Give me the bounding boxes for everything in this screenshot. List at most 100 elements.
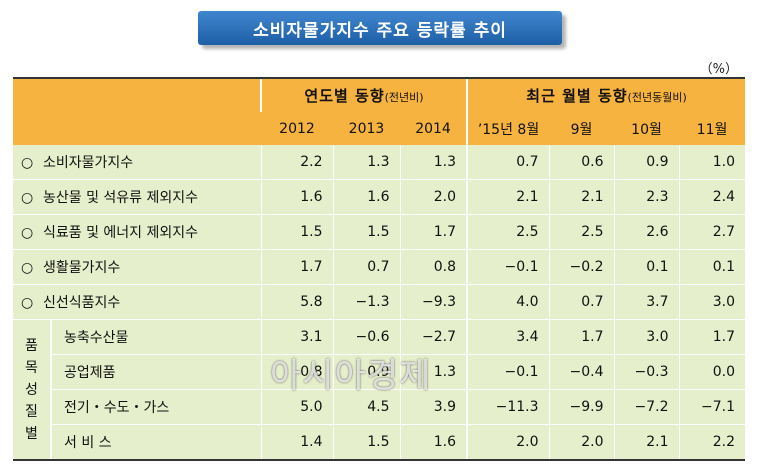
table-cell: 3.0: [678, 284, 746, 320]
bullet-icon: ○: [21, 155, 34, 171]
table-cell: 2.7: [678, 214, 746, 250]
table-cell: 0.6: [548, 145, 615, 180]
header-monthly: 최근 월별 동향(전년동월비): [466, 77, 746, 112]
table-cell: 2.2: [678, 424, 746, 461]
table-cell: 1.5: [260, 214, 333, 250]
table-cell: 0.9: [332, 354, 400, 390]
table-cell: 4.5: [332, 389, 400, 425]
table-row: 서 비 스 1.4 1.5 1.6 2.0 2.0 2.1 2.2: [13, 424, 746, 461]
row-label: ○ 소비자물가지수: [13, 145, 261, 180]
table-cell: −0.3: [613, 354, 680, 390]
bullet-icon: ○: [21, 225, 34, 241]
unit-label: （%）: [699, 62, 738, 77]
table-cell: 0.7: [466, 145, 550, 180]
row-label: 서 비 스: [51, 424, 261, 461]
column-header: 10월: [614, 112, 680, 145]
table-row: 공업제품 0.8 0.9 1.3 −0.1 −0.4 −0.3 0.0: [13, 354, 746, 390]
table-row: ○ 소비자물가지수 2.2 1.3 1.3 0.7 0.6 0.9 1.0: [13, 145, 746, 180]
table-cell: 2.5: [548, 214, 615, 250]
table-cell: −0.4: [548, 354, 615, 390]
row-label: ○ 생활물가지수: [13, 249, 261, 285]
table-cell: −7.1: [678, 389, 746, 425]
table-cell: 2.5: [466, 214, 550, 250]
column-header: 2013: [333, 112, 400, 145]
table-row: ○ 신선식품지수 5.8 −1.3 −9.3 4.0 0.7 3.7 3.0: [13, 284, 746, 320]
table-cell: 1.6: [332, 179, 400, 215]
table-cell: 1.6: [260, 179, 333, 215]
table-cell: 1.3: [399, 354, 468, 390]
table-cell: 1.5: [332, 424, 400, 461]
row-label: 전기・수도・가스: [51, 389, 261, 425]
row-label: ○ 식료품 및 에너지 제외지수: [13, 214, 261, 250]
table-cell: 2.0: [399, 179, 468, 215]
table-cell: 0.7: [332, 249, 400, 285]
table-cell: 3.4: [466, 319, 550, 355]
table-cell: 0.9: [613, 145, 680, 180]
table-cell: 1.4: [260, 424, 333, 461]
table-row: 품 목 성 질 별 농축수산물 3.1 −0.6 −2.7 3.4 1.7 3.0 1.7: [13, 319, 746, 461]
group-label-char: 질: [25, 403, 38, 420]
table-cell: 0.0: [678, 354, 746, 390]
row-label-text: 신선식품지수: [43, 295, 121, 311]
row-label: ○ 신선식품지수: [13, 284, 261, 320]
table-cell: −0.2: [548, 249, 615, 285]
column-header: 2014: [400, 112, 468, 145]
table-cell: 5.0: [260, 389, 333, 425]
table-cell: 1.7: [260, 249, 333, 285]
table-cell: 2.0: [466, 424, 550, 461]
row-label-text: 식료품 및 에너지 제외지수: [43, 225, 199, 241]
table-cell: 2.4: [678, 179, 746, 215]
table-cell: 2.0: [548, 424, 615, 461]
row-label: 농축수산물: [51, 319, 261, 355]
table-cell: 2.1: [548, 179, 615, 215]
group-label-char: 목: [25, 359, 38, 376]
table-cell: −9.9: [548, 389, 615, 425]
table-row: 전기・수도・가스 5.0 4.5 3.9 −11.3 −9.9 −7.2 −7.1: [13, 389, 746, 425]
table-cell: 4.0: [466, 284, 550, 320]
table-cell: −9.3: [399, 284, 468, 320]
table-cell: 2.1: [613, 424, 680, 461]
table-row: ○ 생활물가지수 1.7 0.7 0.8 −0.1 −0.2 0.1 0.1: [13, 249, 746, 285]
table-cell: 2.6: [613, 214, 680, 250]
table-cell: −11.3: [466, 389, 550, 425]
bullet-icon: ○: [21, 260, 34, 276]
table-cell: 2.1: [466, 179, 550, 215]
group-label-char: 품: [25, 337, 38, 354]
column-header: 2012: [261, 112, 333, 145]
header-annual: 연도별 동향(전년비): [259, 77, 468, 112]
table-cell: 1.7: [548, 319, 615, 355]
row-label: ○ 농산물 및 석유류 제외지수: [13, 179, 261, 215]
row-label-text: 생활물가지수: [43, 260, 121, 276]
bullet-icon: ○: [21, 190, 34, 206]
cpi-table: 연도별 동향(전년비) 최근 월별 동향(전년동월비) 2012 2013 2014…: [13, 77, 746, 461]
row-label-text: 농산물 및 석유류 제외지수: [43, 190, 199, 206]
watermark: 아시아경제: [270, 356, 432, 396]
table-cell: 2.2: [260, 145, 333, 180]
table-cell: −0.6: [332, 319, 400, 355]
row-label: 공업제품: [51, 354, 261, 390]
bullet-icon: ○: [21, 295, 34, 311]
table-cell: 1.0: [678, 145, 746, 180]
table-cell: 0.1: [613, 249, 680, 285]
group-label-char: 성: [25, 381, 38, 398]
table-cell: −2.7: [399, 319, 468, 355]
table-cell: 1.7: [399, 214, 468, 250]
table-cell: −0.1: [466, 249, 550, 285]
table-cell: 3.9: [399, 389, 468, 425]
column-header: 11월: [679, 112, 746, 145]
table-cell: 0.8: [260, 354, 333, 390]
table-cell: 3.1: [260, 319, 333, 355]
table-cell: 1.3: [399, 145, 468, 180]
column-header: 9월: [549, 112, 615, 145]
table-cell: 1.3: [332, 145, 400, 180]
table-cell: 2.3: [613, 179, 680, 215]
page-title: 소비자물가지수 주요 등락률 추이: [198, 11, 562, 45]
table-row: ○ 식료품 및 에너지 제외지수 1.5 1.5 1.7 2.5 2.5 2.6 2.7: [13, 214, 746, 250]
table-cell: 3.0: [613, 319, 680, 355]
header-corner: [13, 77, 261, 145]
table-cell: 1.5: [332, 214, 400, 250]
table-cell: −7.2: [613, 389, 680, 425]
table-cell: 0.1: [678, 249, 746, 285]
table-cell: −1.3: [332, 284, 400, 320]
column-header: ’15년 8월: [466, 112, 550, 145]
